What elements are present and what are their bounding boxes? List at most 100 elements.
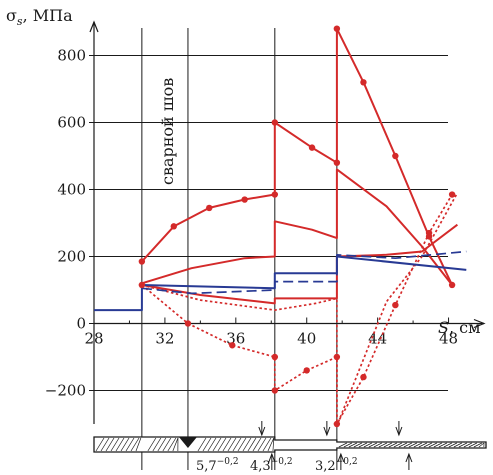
- x-axis-label: S, см: [438, 318, 481, 337]
- hatch-right-stroke: [353, 442, 363, 448]
- specimen-profile: [93, 421, 487, 470]
- hatch-right-stroke: [463, 442, 473, 448]
- hatch-right-stroke: [438, 442, 448, 448]
- hatch-weld-right-stroke: [262, 437, 272, 452]
- series-4-point-6: [333, 353, 341, 361]
- gauge-arrow-2-up-head: [337, 452, 345, 463]
- hatch-weld-right-stroke: [232, 437, 242, 452]
- series-4-point-2: [229, 342, 236, 349]
- hatch-weld-right-stroke: [252, 437, 262, 452]
- hatch-weld-right-stroke: [202, 437, 212, 452]
- gauge-label-1: 5,7−0,2: [196, 457, 239, 474]
- hatch-left-stroke: [105, 437, 115, 452]
- hatch-weld-right-stroke: [212, 437, 222, 452]
- hatch-weld-right-stroke: [207, 437, 217, 452]
- hatch-right-stroke: [358, 442, 368, 448]
- x-tick-label-3: 40: [297, 330, 316, 348]
- series-4-point-10: [425, 229, 433, 237]
- hatch-weld-right-stroke: [197, 437, 207, 452]
- x-axis: 28 32 36 40 44 48: [84, 317, 486, 348]
- hatch-left-stroke: [125, 437, 135, 452]
- hatch-right-stroke: [348, 442, 358, 448]
- hatch-right-stroke: [478, 442, 485, 448]
- y-tick-label-1: 0: [76, 315, 86, 333]
- series-0-point-3: [241, 196, 248, 203]
- gauge-arrow-3-down-head: [395, 426, 403, 437]
- hatch-weld-right-stroke: [227, 437, 237, 452]
- y-tick-label-0: −200: [45, 382, 86, 400]
- x-tick-label-1: 32: [155, 330, 174, 348]
- hatch-weld-right-stroke: [237, 437, 247, 452]
- gauge-arrow-1-up-head: [268, 452, 276, 463]
- hatch-weld-right-stroke: [247, 437, 257, 452]
- hatch-right-stroke: [393, 442, 403, 448]
- hatch-right-stroke: [473, 442, 483, 448]
- hatch-left-stroke: [115, 437, 125, 452]
- series-0-point-7: [333, 159, 341, 166]
- hatch-weld-left-stroke: [152, 437, 162, 452]
- weld-label: сварной шов: [158, 78, 177, 185]
- hatch-right-stroke: [418, 442, 428, 448]
- series-4-point-4: [271, 387, 279, 394]
- hatch-right-stroke: [338, 442, 348, 448]
- series-0-point-4: [271, 191, 279, 198]
- series-4-point-3: [271, 353, 279, 361]
- gauge-label-2: 4,3−0,2: [250, 457, 293, 474]
- hatch-right-stroke: [428, 442, 438, 448]
- gauge-arrow-3-up-head: [405, 452, 413, 463]
- x-tick-label-4: 44: [368, 330, 387, 348]
- hatch-right-stroke: [453, 442, 463, 448]
- hatch-weld-left-stroke: [172, 437, 179, 452]
- hatch-weld-right-stroke: [257, 437, 267, 452]
- hatch-right-stroke: [458, 442, 468, 448]
- series-0-point-1: [170, 223, 177, 230]
- y-tick-label-5: 800: [57, 47, 86, 65]
- hatch-right-stroke: [403, 442, 413, 448]
- hatch-weld-left-stroke: [147, 437, 157, 452]
- hatch-left: [95, 437, 142, 452]
- hatch-right-stroke: [383, 442, 393, 448]
- hatch-right-stroke: [363, 442, 373, 448]
- series-4-point-8: [360, 373, 367, 381]
- hatch-left-stroke: [135, 437, 142, 452]
- gauge-label-3: 3,2−0,2: [315, 457, 358, 474]
- hatch-right-stroke: [343, 442, 353, 448]
- hatch-weld-right-stroke: [217, 437, 227, 452]
- series-0-point-12: [448, 281, 456, 289]
- series-group: [94, 27, 467, 427]
- gauge-arrow-2-down-head: [323, 426, 331, 437]
- series-4-point-1: [184, 320, 192, 327]
- series-line-2: [141, 223, 459, 305]
- hatch-left-stroke: [110, 437, 120, 452]
- series-0-point-9: [360, 79, 367, 86]
- series-0-point-8: [333, 25, 341, 32]
- y-tick-label-4: 600: [57, 114, 86, 132]
- series-0-point-10: [392, 152, 399, 160]
- hatch-right-stroke: [433, 442, 443, 448]
- y-axis: −200 0 200 400 600 800: [45, 20, 99, 424]
- hatch-right-stroke: [373, 442, 383, 448]
- y-axis-arrow: [89, 20, 99, 33]
- series-4-point-5: [303, 367, 310, 374]
- hatch-right-stroke: [423, 442, 433, 448]
- hatch-weld-right: [197, 437, 275, 452]
- hatch-weld-right-stroke: [222, 437, 232, 452]
- series-0-point-0: [138, 258, 146, 265]
- grid-lines: [94, 55, 448, 391]
- series-0-point-5: [271, 119, 279, 126]
- hatch-weld-left-stroke: [167, 437, 177, 452]
- hatch-weld-right-stroke: [272, 437, 275, 452]
- hatch-right-stroke: [378, 442, 388, 448]
- hatch-weld-left-stroke: [157, 437, 167, 452]
- series-line-6: [141, 250, 467, 295]
- hatch-right-stroke: [368, 442, 378, 448]
- series-4-point-9: [392, 301, 399, 309]
- hatch-right-stroke: [468, 442, 478, 448]
- weld-bead: [178, 437, 197, 448]
- hatch-weld-left-stroke: [162, 437, 172, 452]
- x-axis-arrow: [473, 318, 486, 329]
- series-line-3: [141, 192, 459, 427]
- series-0-point-2: [206, 204, 213, 212]
- hatch-right-stroke: [413, 442, 423, 448]
- hatch-left-stroke: [120, 437, 130, 452]
